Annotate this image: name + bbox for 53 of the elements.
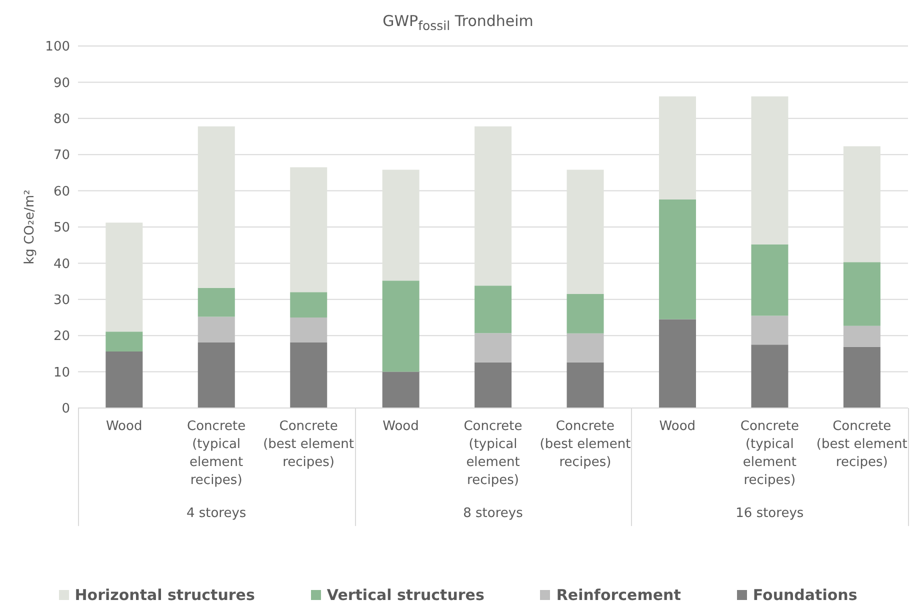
x-tick-label: Concrete (typical element recipes) (740, 419, 799, 488)
y-tick-label: 70 (53, 148, 70, 164)
x-tick-label: Wood (106, 419, 142, 434)
legend-label: Reinforcement (556, 586, 681, 604)
bar (474, 333, 512, 362)
chart-title: GWP$_{fossil}$ Trondheim (382, 12, 534, 33)
legend-label: Vertical structures (326, 586, 484, 604)
bar (290, 292, 328, 318)
bar (566, 333, 604, 362)
bar (474, 362, 512, 408)
bar (751, 244, 788, 316)
bar (659, 319, 696, 408)
bar (198, 288, 235, 317)
x-tick-label: Concrete (typical element recipes) (464, 419, 522, 488)
bar (751, 344, 788, 408)
bar (751, 316, 788, 345)
y-tick-label: 60 (53, 184, 70, 200)
y-tick-label: 20 (53, 329, 70, 344)
bar (198, 342, 235, 408)
x-tick-label: Concrete (best element recipes) (263, 419, 354, 470)
y-tick-label: 90 (53, 76, 70, 91)
bar (290, 342, 328, 408)
y-tick-label: 0 (62, 402, 70, 417)
x-tick-label: Concrete (typical element recipes) (187, 419, 246, 488)
bar (566, 294, 604, 334)
bar (198, 316, 235, 342)
bar (382, 280, 420, 372)
text: 4 storeys (185, 506, 248, 521)
bar (382, 372, 420, 408)
bar (474, 286, 512, 334)
bar (290, 318, 328, 342)
text: 8 storeys (462, 506, 524, 521)
y-tick-label: 30 (53, 293, 70, 308)
bar (106, 332, 143, 352)
bar (566, 362, 604, 408)
x-tick-label: Wood (382, 419, 419, 434)
bar (106, 352, 143, 408)
y-tick-label: 50 (53, 220, 70, 236)
bar (843, 326, 880, 347)
y-axis-title: kg CO₂e/m² (22, 190, 38, 264)
text: 16 storeys (734, 506, 805, 521)
legend-label: Horizontal structures (74, 586, 255, 604)
bar (843, 262, 880, 326)
y-tick-label: 40 (53, 256, 70, 272)
y-tick-label: 10 (53, 365, 70, 380)
legend-label: Foundations (752, 586, 858, 604)
bar (659, 199, 696, 320)
bar (843, 346, 880, 408)
x-tick-label: Concrete (best element recipes) (816, 419, 908, 470)
y-tick-label: 80 (53, 112, 70, 128)
x-tick-label: Concrete (best element recipes) (540, 419, 631, 470)
x-tick-label: Wood (659, 419, 696, 434)
y-tick-label: 100 (45, 40, 70, 55)
